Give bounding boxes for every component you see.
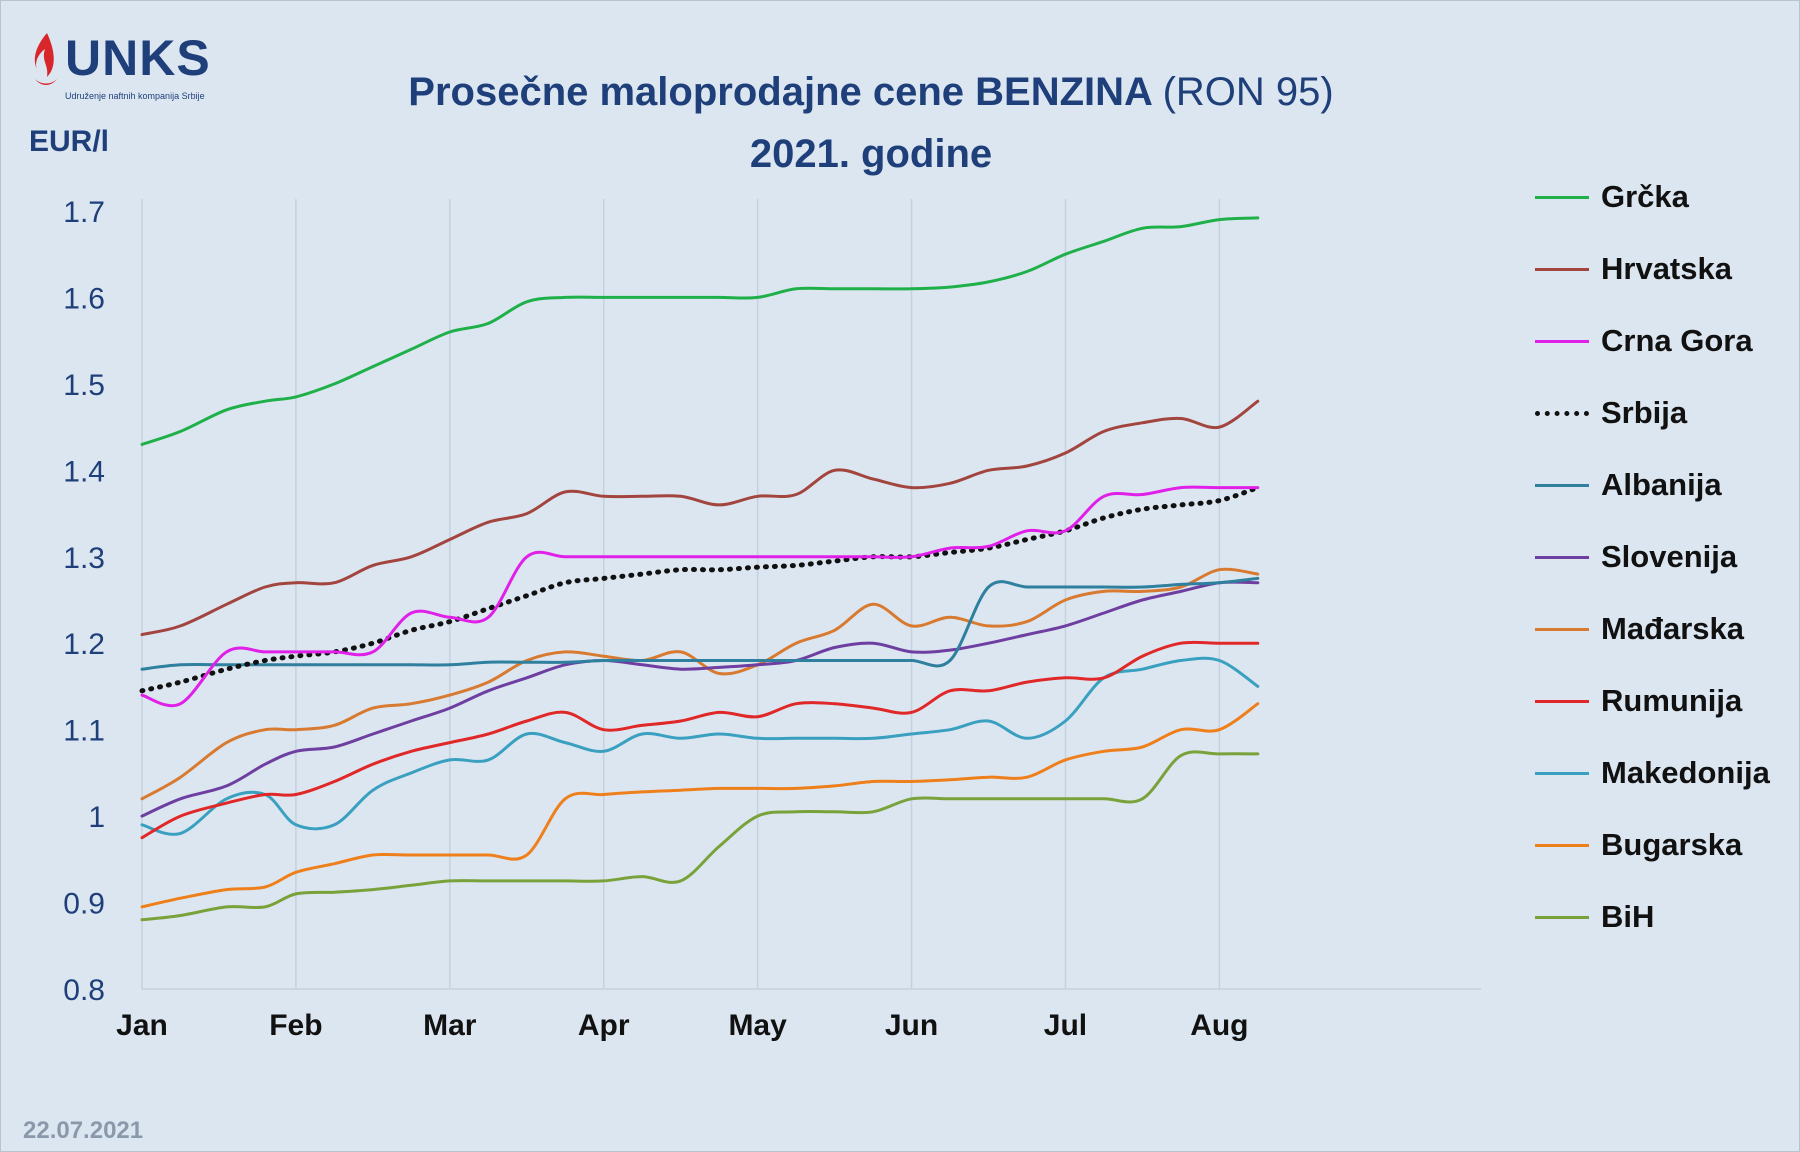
legend-label: BiH [1601, 899, 1655, 934]
series-line-bih [140, 750, 1260, 922]
legend-item: Makedonija [1535, 753, 1795, 793]
legend-swatch [1535, 410, 1589, 416]
series-line-gr-ka [140, 216, 1260, 446]
legend-label: Mađarska [1601, 611, 1745, 646]
title-line-2: 2021. godine [749, 132, 993, 176]
legend-swatch [1535, 267, 1589, 271]
y-tick-label: 1.4 [63, 455, 105, 488]
y-tick-label: 0.9 [63, 888, 105, 921]
legend-item: Bugarska [1535, 825, 1795, 865]
y-tick-label: 1.5 [63, 369, 105, 402]
legend-item: Albanija [1535, 465, 1795, 505]
legend-item: Grčka [1535, 177, 1795, 217]
logo-text: UNKS [65, 30, 211, 86]
series-line-ma-arska [140, 567, 1260, 801]
legend-item: BiH [1535, 897, 1795, 937]
series-line-makedonija [140, 656, 1260, 836]
legend-item: Hrvatska [1535, 249, 1795, 289]
legend-swatch [1535, 483, 1589, 487]
x-tick-label: Apr [578, 1009, 630, 1042]
title-line-1: Prosečne maloprodajne cene BENZINA (RON … [251, 61, 1491, 123]
x-tick-label: May [728, 1009, 787, 1042]
x-tick-label: Jan [116, 1009, 168, 1042]
y-axis-unit: EUR/l [29, 125, 110, 158]
unks-logo: UNKS Udruženje naftnih kompanija Srbije [29, 29, 239, 101]
logo-subtitle: Udruženje naftnih kompanija Srbije [65, 91, 205, 101]
y-tick-label: 1.2 [63, 628, 105, 661]
x-tick-label: Mar [423, 1009, 477, 1042]
x-tick-label: Jul [1044, 1009, 1087, 1042]
chart-title: Prosečne maloprodajne cene BENZINA (RON … [251, 61, 1491, 185]
legend-item: Rumunija [1535, 681, 1795, 721]
legend-item: Slovenija [1535, 537, 1795, 577]
flame-icon [34, 33, 57, 85]
legend-label: Bugarska [1601, 827, 1743, 862]
legend-swatch [1535, 555, 1589, 559]
legend-label: Grčka [1601, 179, 1689, 214]
y-tick-label: 1.6 [63, 282, 105, 315]
legend-label: Makedonija [1601, 755, 1770, 790]
legend-label: Albanija [1601, 467, 1722, 502]
y-tick-label: 1.1 [63, 715, 105, 748]
legend-label: Crna Gora [1601, 323, 1753, 358]
series-line-albanija [140, 576, 1260, 671]
series-line-bugarska [140, 702, 1260, 909]
x-tick-label: Aug [1190, 1009, 1248, 1042]
legend-label: Rumunija [1601, 683, 1743, 718]
legend-swatch [1535, 771, 1589, 775]
title-bold: Prosečne maloprodajne cene BENZINA [408, 70, 1152, 114]
y-tick-label: 0.8 [63, 974, 105, 1007]
series-line-crna-gora [140, 485, 1260, 708]
legend-swatch [1535, 195, 1589, 199]
series-line-slovenija [140, 580, 1260, 818]
series-line-hrvatska [140, 399, 1260, 637]
legend-swatch [1535, 699, 1589, 703]
legend-label: Hrvatska [1601, 251, 1732, 286]
title-paren: (RON 95) [1162, 70, 1334, 114]
legend-swatch [1535, 627, 1589, 631]
footer-date: 22.07.2021 [23, 1117, 144, 1144]
legend-swatch [1535, 339, 1589, 343]
legend-label: Slovenija [1601, 539, 1738, 574]
legend-label: Srbija [1601, 395, 1688, 430]
series-line-rumunija [140, 640, 1260, 840]
y-tick-label: 1 [88, 801, 105, 834]
x-tick-label: Feb [269, 1009, 322, 1042]
legend-item: Crna Gora [1535, 321, 1795, 361]
x-tick-label: Jun [885, 1009, 938, 1042]
legend-item: Srbija [1535, 393, 1795, 433]
legend-swatch [1535, 915, 1589, 919]
legend-item: Mađarska [1535, 609, 1795, 649]
y-tick-label: 1.7 [63, 196, 105, 229]
legend-swatch [1535, 843, 1589, 847]
y-tick-label: 1.3 [63, 542, 105, 575]
